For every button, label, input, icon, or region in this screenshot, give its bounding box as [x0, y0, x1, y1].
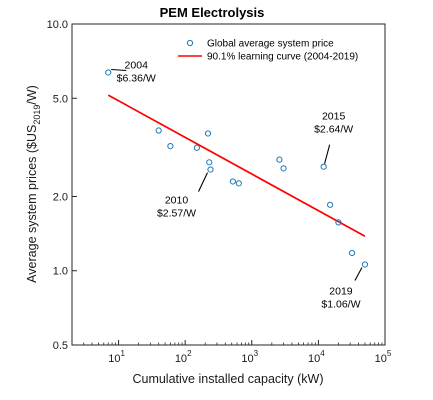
data-point [229, 178, 236, 185]
legend-label-curve: 90.1% learning curve (2004-2019) [207, 52, 358, 63]
data-point [361, 261, 369, 268]
y-tick-label: 0.5 [53, 340, 68, 352]
x-tick-exponent: 1 [120, 349, 125, 358]
x-tick-label: 101 [108, 349, 125, 365]
data-point [206, 159, 213, 166]
data-point [155, 127, 162, 134]
plot-frame [71, 23, 386, 346]
legend-marker-circle [186, 39, 194, 47]
x-tick-label: 103 [241, 349, 258, 365]
x-tick-base: 10 [175, 353, 187, 365]
annotation-year: 2010 [165, 195, 189, 207]
data-point [193, 144, 200, 151]
x-tick-base: 10 [375, 353, 387, 365]
annotation-leader [197, 172, 208, 192]
legend-box [174, 34, 379, 66]
annotation-price: $6.36/W [117, 72, 156, 84]
learning-curve-series [107, 94, 366, 237]
y-axis-label-tail: /W) [25, 85, 39, 104]
x-tick-label: 105 [375, 349, 392, 365]
data-point [207, 166, 214, 173]
x-tick-label: 102 [175, 349, 192, 365]
annotations: 2004$6.36/W 2010$2.57/W 2015$2.64/W 2019$1.… [111, 59, 363, 310]
x-tick-base: 10 [241, 353, 253, 365]
data-point [276, 156, 283, 163]
data-point [327, 201, 334, 208]
x-tick-exponent: 3 [254, 349, 259, 358]
annotation-price: $2.64/W [314, 124, 353, 136]
annotation-year: 2015 [322, 111, 346, 123]
y-axis-label-sub: 2019 [32, 105, 42, 125]
x-tick-exponent: 4 [320, 349, 325, 358]
price-series [105, 69, 369, 268]
x-tick-base: 10 [308, 353, 320, 365]
data-point [204, 130, 212, 137]
data-point [235, 180, 242, 187]
annotation-price: $1.06/W [321, 298, 360, 310]
legend-label-price: Global average system price [207, 39, 334, 50]
annotation-leader [111, 68, 127, 72]
learning-curve-line [107, 94, 366, 237]
data-point [320, 163, 327, 170]
data-point [105, 69, 112, 76]
y-axis-label: Average system prices ($US2019/W) [25, 85, 42, 283]
x-axis-label: Cumulative installed capacity (kW) [132, 372, 323, 386]
legend: Global average system price 90.1% learni… [174, 34, 379, 66]
x-tick-exponent: 5 [387, 349, 392, 358]
chart-title: PEM Electrolysis [160, 5, 265, 20]
annotation-year: 2019 [329, 285, 353, 297]
y-tick-label: 10.0 [47, 19, 68, 31]
data-point [335, 219, 342, 226]
data-point [348, 249, 356, 257]
x-tick-base: 10 [108, 353, 120, 365]
annotation-price: $2.57/W [157, 208, 196, 220]
data-point [167, 142, 174, 150]
annotation-leader [354, 267, 363, 281]
y-axis-label-main: Average system prices ($US [25, 125, 39, 283]
annotation-leader [324, 144, 331, 164]
y-tick-label: 5.0 [53, 93, 68, 105]
x-tick-label: 104 [308, 349, 325, 365]
y-tick-label: 2.0 [53, 191, 68, 203]
y-tick-label: 1.0 [53, 266, 68, 278]
x-tick-exponent: 2 [187, 349, 192, 358]
data-point [280, 165, 287, 172]
annotation-year: 2004 [125, 59, 149, 71]
